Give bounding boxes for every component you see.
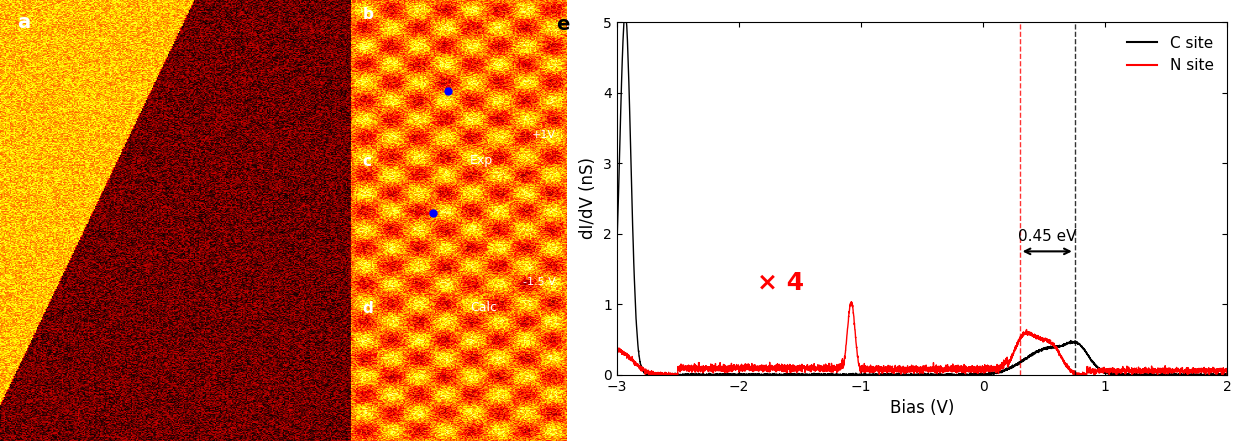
C site [842, 372, 857, 377]
Text: -1.5 V: -1.5 V [523, 277, 556, 287]
C site [1111, 371, 1126, 376]
N site [844, 299, 858, 305]
Line: N site: N site [617, 302, 1227, 375]
Text: +1V: +1V [532, 130, 556, 140]
C site [609, 247, 624, 252]
C site [1065, 340, 1080, 346]
N site [609, 347, 624, 352]
Text: c: c [363, 154, 371, 169]
C site [1220, 372, 1235, 377]
N site [720, 366, 735, 371]
Text: a: a [17, 13, 31, 32]
Text: Exp: Exp [470, 154, 493, 167]
Text: e: e [556, 15, 569, 34]
Text: b: b [363, 7, 373, 22]
C site [976, 372, 991, 377]
N site [842, 303, 857, 308]
Y-axis label: dI/dV (nS): dI/dV (nS) [579, 157, 598, 239]
N site [1065, 369, 1080, 374]
N site [644, 372, 659, 377]
Legend: C site, N site: C site, N site [1120, 30, 1220, 79]
Text: × 4: × 4 [758, 271, 805, 295]
N site [976, 364, 991, 370]
Line: C site: C site [617, 13, 1227, 375]
C site [1007, 363, 1022, 368]
N site [1007, 349, 1022, 354]
X-axis label: Bias (V): Bias (V) [890, 399, 954, 417]
N site [1220, 372, 1235, 377]
C site [618, 10, 633, 15]
Text: d: d [363, 301, 373, 316]
Text: 0.45 eV: 0.45 eV [1018, 229, 1077, 244]
Text: Calc: Calc [470, 301, 497, 314]
C site [642, 372, 657, 377]
N site [1111, 368, 1126, 373]
C site [720, 372, 735, 377]
